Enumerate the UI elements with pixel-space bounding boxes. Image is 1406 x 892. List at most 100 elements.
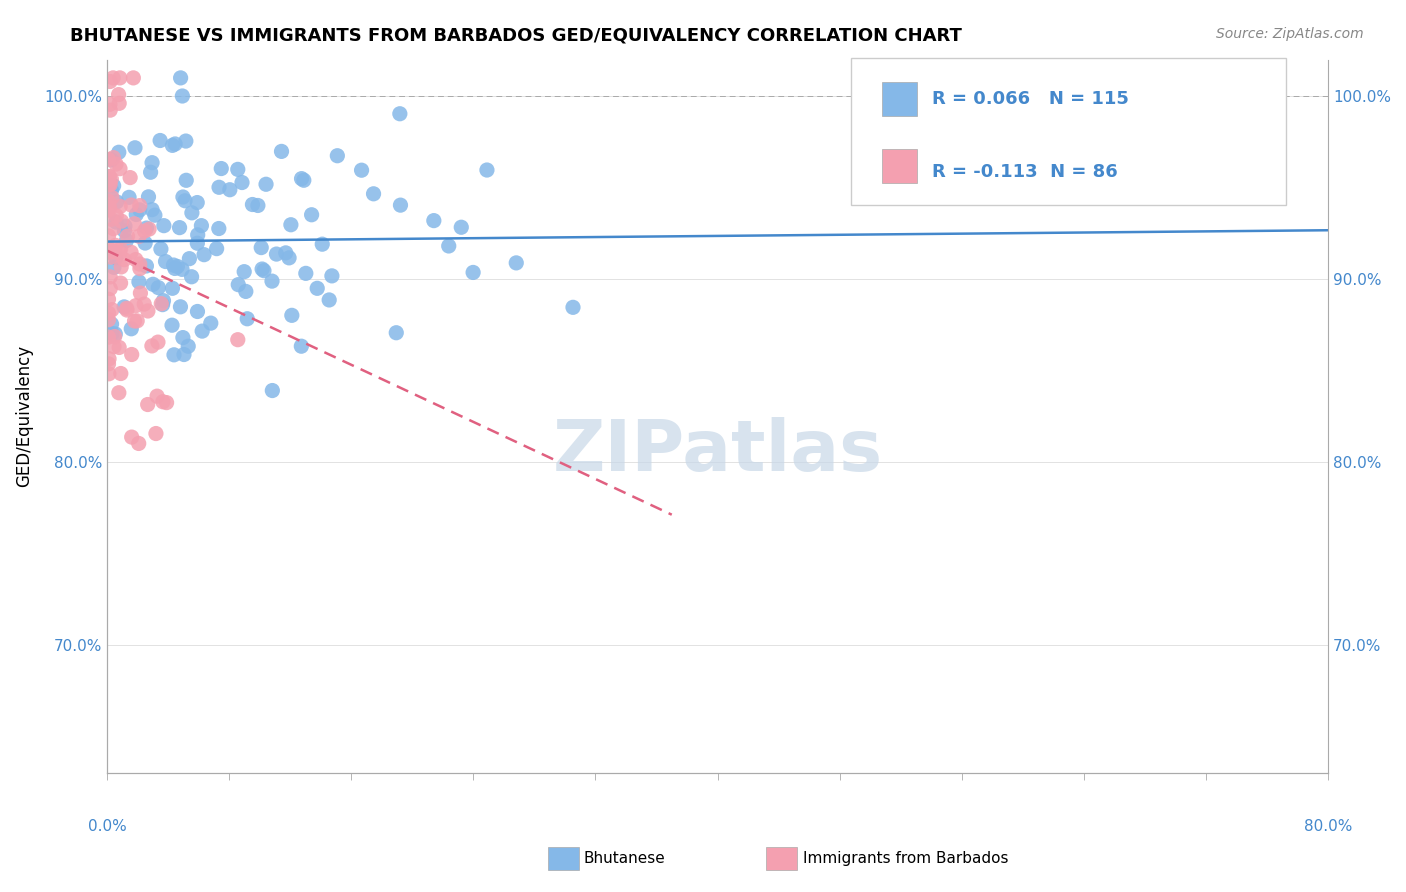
Point <box>108 385 131 400</box>
Point <box>205 242 228 256</box>
Point <box>103 178 125 193</box>
Point <box>186 304 208 318</box>
Point <box>134 297 156 311</box>
Point <box>186 236 208 251</box>
Point <box>250 262 273 277</box>
Point <box>115 234 138 248</box>
Point <box>179 252 201 266</box>
Point <box>162 281 184 295</box>
Point <box>129 286 152 301</box>
Point <box>115 303 138 318</box>
Point <box>138 190 160 204</box>
Point <box>97 153 120 167</box>
Point <box>262 384 284 398</box>
Point <box>187 227 209 242</box>
Point <box>172 330 194 344</box>
Point <box>98 178 121 192</box>
Point <box>112 224 135 238</box>
Point <box>128 202 150 217</box>
Point <box>173 347 195 361</box>
Text: 80.0%: 80.0% <box>1303 819 1353 834</box>
Point <box>153 219 176 233</box>
Point <box>100 153 122 167</box>
Point <box>97 357 120 371</box>
Point <box>100 212 122 227</box>
Point <box>155 254 177 268</box>
Point <box>385 326 408 340</box>
Point <box>124 314 146 328</box>
Point <box>98 103 121 117</box>
Point <box>321 268 343 283</box>
Point <box>208 180 231 194</box>
Point <box>97 202 120 217</box>
Point <box>170 262 193 277</box>
Point <box>266 247 288 261</box>
Point <box>200 316 222 330</box>
Point <box>163 261 186 276</box>
Point <box>143 208 166 222</box>
Point <box>110 367 132 381</box>
Point <box>112 300 135 314</box>
Point <box>98 269 121 284</box>
Point <box>100 317 122 331</box>
Point <box>193 248 215 262</box>
Point <box>505 256 527 270</box>
Text: 0.0%: 0.0% <box>87 819 127 834</box>
Point <box>301 208 323 222</box>
Point <box>100 183 122 197</box>
Point <box>253 263 276 277</box>
Point <box>124 217 146 231</box>
Point <box>98 201 121 215</box>
Point <box>128 198 150 212</box>
Point <box>97 306 120 320</box>
Point <box>209 161 232 176</box>
Point <box>128 229 150 244</box>
Point <box>110 214 132 228</box>
Point <box>450 220 472 235</box>
Point <box>124 141 146 155</box>
Point <box>152 293 174 308</box>
Point <box>125 252 148 267</box>
Point <box>97 229 120 244</box>
Point <box>121 347 143 361</box>
Point <box>290 171 312 186</box>
Point <box>105 209 128 223</box>
Point <box>97 367 120 381</box>
Point <box>98 74 121 88</box>
Point <box>97 242 120 256</box>
Point <box>278 251 301 265</box>
Point <box>141 202 163 217</box>
Point <box>108 199 131 213</box>
Point <box>107 145 129 160</box>
Point <box>174 194 197 208</box>
Point <box>108 70 131 85</box>
Point <box>120 322 142 336</box>
Point <box>169 300 191 314</box>
Point <box>311 237 333 252</box>
Point <box>97 312 120 326</box>
Text: R = -0.113  N = 86: R = -0.113 N = 86 <box>932 162 1118 180</box>
Point <box>150 296 173 310</box>
Point <box>246 198 269 212</box>
Point <box>162 138 184 153</box>
Point <box>180 269 202 284</box>
Point <box>97 194 120 209</box>
Point <box>475 163 498 178</box>
Point <box>104 329 127 343</box>
Point <box>135 221 157 235</box>
Point <box>103 260 125 275</box>
Point <box>112 252 135 267</box>
Point <box>292 173 315 187</box>
Point <box>208 221 231 235</box>
Point <box>98 200 121 214</box>
Point <box>128 275 150 289</box>
Point <box>177 339 200 353</box>
Point <box>163 348 186 362</box>
Point <box>388 107 411 121</box>
Point <box>110 260 132 274</box>
Point <box>98 169 121 184</box>
Point <box>350 163 373 178</box>
Point <box>307 281 329 295</box>
Point <box>152 298 174 312</box>
Point <box>98 97 121 112</box>
